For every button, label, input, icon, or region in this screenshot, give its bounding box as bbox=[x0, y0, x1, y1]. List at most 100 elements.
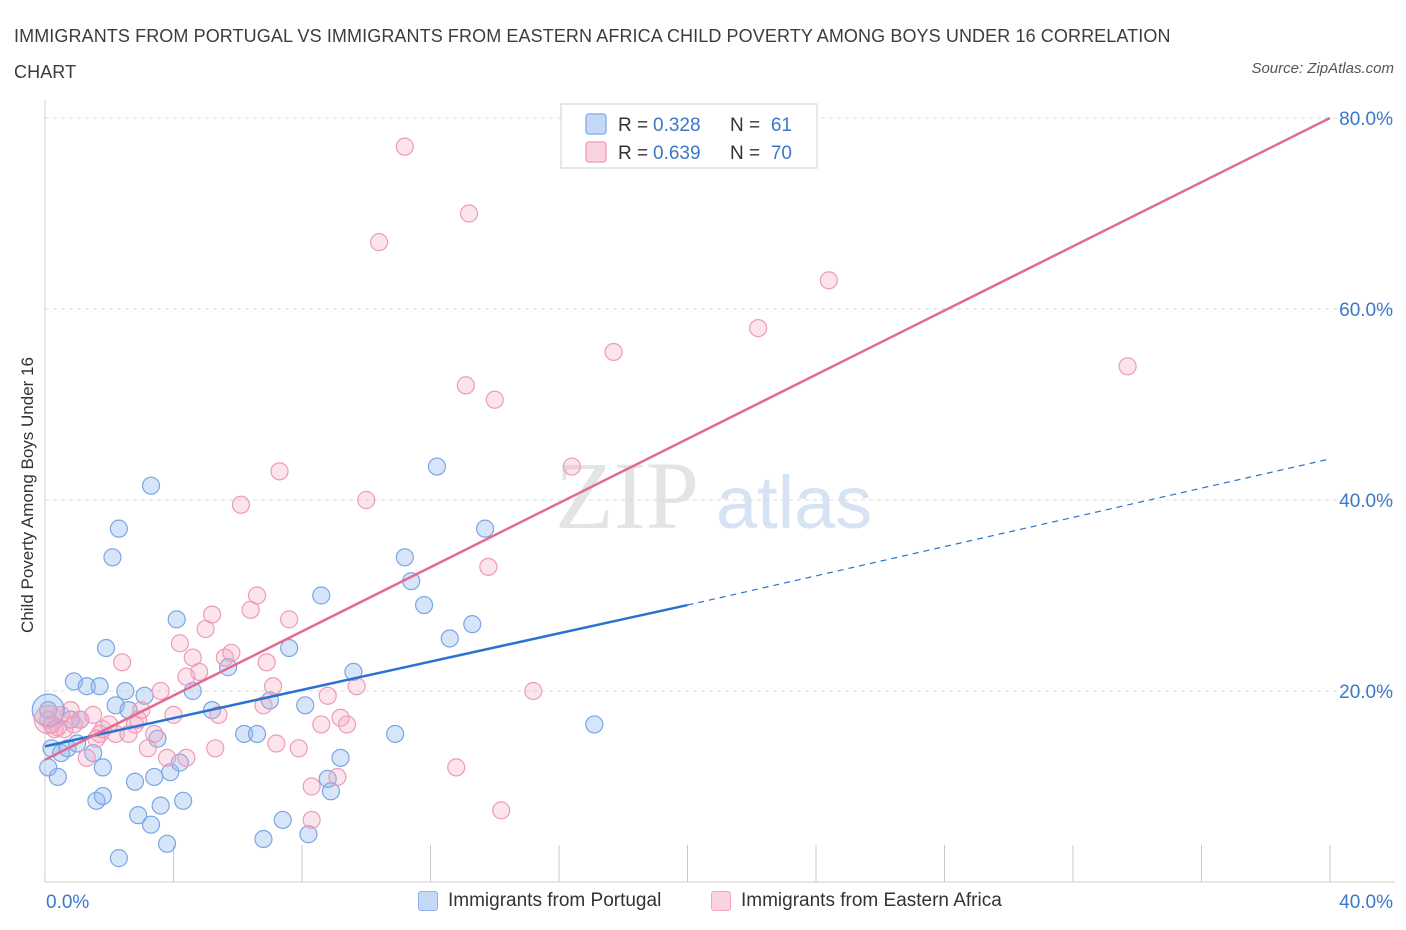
x-tick-label: 40.0% bbox=[1339, 892, 1393, 913]
point-portugal bbox=[141, 476, 161, 495]
point-eastern-africa bbox=[331, 708, 350, 727]
point-portugal bbox=[151, 796, 170, 815]
point-eastern-africa bbox=[209, 705, 228, 724]
point-eastern-africa bbox=[254, 696, 273, 715]
point-eastern-africa bbox=[395, 137, 414, 156]
point-eastern-africa bbox=[280, 610, 299, 629]
watermark-zip: ZIP bbox=[555, 442, 699, 549]
point-eastern-africa bbox=[456, 376, 475, 395]
trend-line-eastern-africa bbox=[44, 116, 1331, 761]
point-portugal bbox=[125, 772, 145, 791]
point-portugal bbox=[476, 519, 495, 538]
point-eastern-africa bbox=[157, 748, 177, 767]
point-eastern-africa bbox=[177, 667, 196, 686]
point-portugal bbox=[585, 715, 604, 734]
top-legend-swatch bbox=[585, 113, 607, 135]
point-portugal bbox=[280, 638, 299, 658]
point-eastern-africa bbox=[55, 720, 74, 739]
point-portugal bbox=[103, 548, 122, 567]
legend-swatch-pink bbox=[711, 891, 731, 911]
point-eastern-africa bbox=[270, 462, 289, 481]
legend-swatch-blue bbox=[418, 891, 438, 911]
point-portugal bbox=[386, 724, 405, 744]
point-eastern-africa bbox=[263, 677, 283, 696]
point-eastern-africa bbox=[289, 739, 308, 758]
point-portugal bbox=[174, 791, 193, 810]
point-portugal bbox=[235, 724, 254, 744]
top-legend-r-label: R = bbox=[618, 115, 648, 136]
point-eastern-africa bbox=[337, 715, 357, 734]
point-eastern-africa bbox=[222, 643, 241, 662]
point-eastern-africa bbox=[257, 653, 276, 672]
point-eastern-africa bbox=[485, 390, 504, 409]
point-eastern-africa bbox=[328, 767, 347, 787]
y-tick-label: 80.0% bbox=[1339, 109, 1393, 130]
point-eastern-africa bbox=[77, 748, 96, 767]
point-eastern-africa bbox=[151, 681, 170, 701]
point-portugal bbox=[93, 786, 112, 806]
y-tick-label: 40.0% bbox=[1339, 491, 1393, 512]
point-portugal bbox=[296, 696, 315, 715]
point-portugal bbox=[109, 849, 128, 868]
point-eastern-africa bbox=[1118, 357, 1137, 376]
chart-source: Source: ZipAtlas.com bbox=[1251, 60, 1394, 77]
x-tick-label: 0.0% bbox=[46, 892, 89, 913]
point-eastern-africa bbox=[247, 586, 267, 605]
point-portugal bbox=[273, 810, 292, 830]
point-eastern-africa bbox=[447, 758, 466, 777]
top-legend-n-label: N = bbox=[730, 115, 760, 136]
point-eastern-africa bbox=[370, 233, 389, 252]
point-portugal bbox=[96, 638, 116, 658]
point-eastern-africa bbox=[267, 734, 286, 753]
point-eastern-africa bbox=[604, 342, 623, 362]
point-eastern-africa bbox=[206, 739, 225, 758]
point-eastern-africa bbox=[357, 490, 376, 510]
point-portugal bbox=[90, 677, 109, 696]
y-tick-label: 20.0% bbox=[1339, 682, 1393, 703]
point-portugal bbox=[77, 677, 96, 696]
top-legend-r-label: R = bbox=[618, 143, 648, 164]
point-eastern-africa bbox=[562, 457, 581, 476]
point-eastern-africa-cluster bbox=[33, 705, 63, 735]
watermark-atlas: atlas bbox=[716, 461, 872, 544]
top-legend-r-value: 0.639 bbox=[653, 143, 701, 164]
legend-label-portugal: Immigrants from Portugal bbox=[448, 890, 662, 911]
point-portugal bbox=[395, 548, 414, 567]
legend-item-portugal[interactable]: Immigrants from Portugal bbox=[418, 890, 661, 912]
point-portugal bbox=[427, 457, 447, 476]
point-portugal bbox=[93, 758, 112, 777]
legend-item-eastern-africa[interactable]: Immigrants from Eastern Africa bbox=[711, 890, 1002, 912]
point-eastern-africa bbox=[84, 705, 103, 724]
point-eastern-africa bbox=[524, 681, 543, 701]
y-tick-label: 60.0% bbox=[1339, 300, 1393, 321]
point-eastern-africa bbox=[61, 700, 80, 720]
point-eastern-africa bbox=[112, 653, 132, 672]
point-portugal bbox=[167, 610, 186, 629]
point-eastern-africa bbox=[302, 810, 321, 830]
top-legend: R = 0.328 N = 61 R = 0.639 N = 70 bbox=[560, 103, 818, 169]
point-eastern-africa bbox=[479, 557, 498, 576]
point-eastern-africa bbox=[145, 724, 164, 744]
top-legend-n-value: 61 bbox=[771, 115, 792, 136]
point-eastern-africa bbox=[164, 705, 183, 724]
point-eastern-africa bbox=[459, 204, 479, 223]
point-portugal bbox=[440, 629, 459, 648]
point-portugal bbox=[141, 815, 161, 834]
point-portugal bbox=[48, 767, 67, 787]
chart-title: IMMIGRANTS FROM PORTUGAL VS IMMIGRANTS F… bbox=[14, 26, 1171, 82]
point-eastern-africa bbox=[749, 319, 768, 338]
point-eastern-africa bbox=[492, 801, 511, 820]
point-portugal bbox=[463, 615, 482, 634]
point-eastern-africa bbox=[312, 715, 331, 734]
point-eastern-africa bbox=[202, 605, 222, 624]
point-eastern-africa bbox=[177, 748, 196, 767]
trend-line-portugal bbox=[44, 603, 688, 748]
top-legend-n-label: N = bbox=[730, 143, 760, 164]
point-portugal bbox=[254, 829, 273, 849]
point-portugal bbox=[331, 748, 350, 767]
point-eastern-africa bbox=[302, 777, 321, 796]
point-portugal bbox=[247, 724, 267, 744]
point-portugal bbox=[157, 834, 177, 853]
top-legend-n-value: 70 bbox=[771, 143, 792, 164]
